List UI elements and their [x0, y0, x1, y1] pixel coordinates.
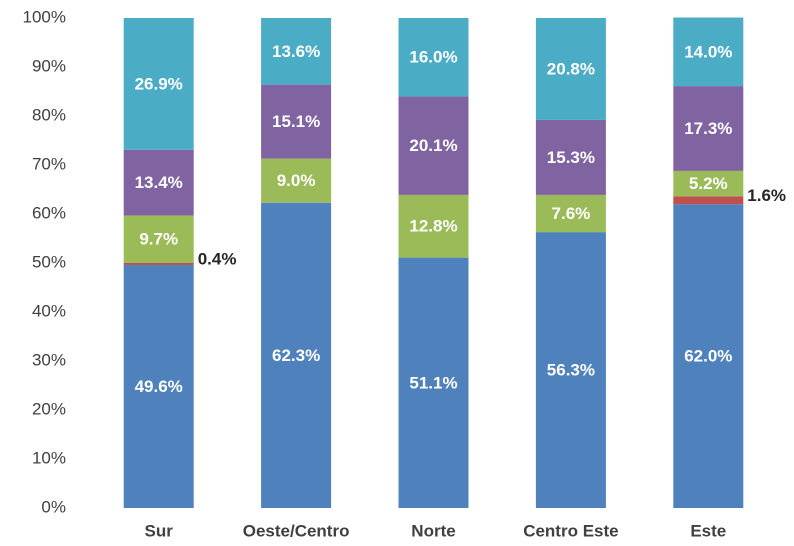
- y-tick-label: 80%: [32, 105, 66, 124]
- bar-segment: [123, 149, 194, 216]
- bar-segment: [673, 196, 744, 205]
- bar-segment: [261, 158, 332, 203]
- value-label: 13.4%: [135, 173, 183, 192]
- value-label: 9.0%: [277, 171, 316, 190]
- bar-segment: [535, 119, 606, 195]
- bar-segment: [535, 194, 606, 233]
- bar-segment: [398, 257, 469, 508]
- value-label: 1.6%: [747, 186, 786, 205]
- bar-segment: [673, 170, 744, 197]
- bar-segment: [123, 264, 194, 508]
- bar-segment: [398, 18, 469, 97]
- value-label: 16.0%: [409, 48, 457, 67]
- value-label: 7.6%: [552, 204, 591, 223]
- bar-segment: [123, 263, 194, 265]
- y-tick-label: 90%: [32, 56, 66, 75]
- value-label: 14.0%: [684, 42, 732, 61]
- y-tick-label: 100%: [23, 7, 66, 26]
- value-label: 17.3%: [684, 119, 732, 138]
- value-label: 20.8%: [547, 59, 595, 78]
- y-tick-label: 30%: [32, 350, 66, 369]
- value-label: 26.9%: [135, 74, 183, 93]
- value-label: 13.6%: [272, 42, 320, 61]
- y-tick-label: 70%: [32, 154, 66, 173]
- value-label: 5.2%: [689, 174, 728, 193]
- value-label: 62.3%: [272, 346, 320, 365]
- y-tick-label: 40%: [32, 301, 66, 320]
- x-tick-label: Sur: [145, 521, 174, 540]
- value-label: 56.3%: [547, 361, 595, 380]
- bar-segment: [123, 215, 194, 263]
- value-label: 15.3%: [547, 148, 595, 167]
- bar-segment: [398, 96, 469, 195]
- value-label: 15.1%: [272, 112, 320, 131]
- value-label: 62.0%: [684, 347, 732, 366]
- value-label: 12.8%: [409, 217, 457, 236]
- y-tick-label: 10%: [32, 448, 66, 467]
- y-tick-label: 0%: [41, 497, 66, 516]
- x-tick-label: Centro Este: [523, 521, 618, 540]
- bar-segment: [261, 202, 332, 509]
- x-tick-label: Oeste/Centro: [243, 521, 350, 540]
- bar-segment: [535, 18, 606, 120]
- bar-segment: [673, 17, 744, 87]
- value-label: 0.4%: [198, 249, 237, 268]
- y-tick-label: 60%: [32, 203, 66, 222]
- y-tick-label: 20%: [32, 399, 66, 418]
- y-tick-label: 50%: [32, 252, 66, 271]
- value-label: 20.1%: [409, 136, 457, 155]
- bar-segment: [673, 86, 744, 171]
- x-tick-label: Este: [690, 521, 726, 540]
- bar-segment: [261, 84, 332, 159]
- x-tick-label: Norte: [411, 521, 455, 540]
- bar-segment: [673, 204, 744, 508]
- value-label: 49.6%: [135, 377, 183, 396]
- bar-segment: [398, 194, 469, 258]
- bar-segment: [123, 18, 194, 150]
- bar-segment: [261, 18, 332, 85]
- value-label: 9.7%: [139, 230, 178, 249]
- value-label: 51.1%: [409, 373, 457, 392]
- bar-segment: [535, 232, 606, 508]
